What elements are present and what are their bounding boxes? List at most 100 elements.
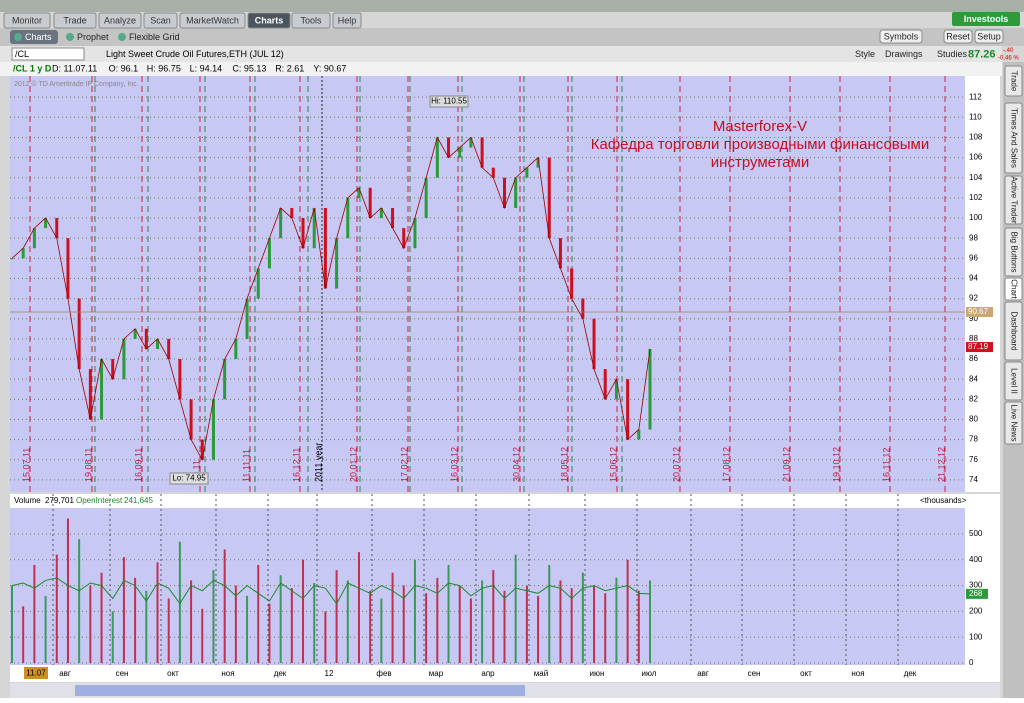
volume-bar [55,554,58,663]
toolbar-button[interactable] [974,29,1004,44]
subtab-icon [118,33,126,41]
date-label: 15.06.12 [608,447,618,482]
month-label: 12 [325,669,334,678]
side-tab[interactable] [1004,277,1023,301]
side-tab[interactable] [1004,175,1023,225]
volume-bar [559,580,562,663]
y-tick-label: 84 [969,374,978,383]
volume-bar [481,580,484,663]
brand-label: Investools [964,14,1009,24]
month-label: окт [800,669,812,678]
y-tick-label: 92 [969,294,978,303]
volume-bar [413,559,416,663]
volume-bar [380,598,383,663]
chart-button[interactable]: Drawings [885,49,923,59]
month-label: фев [376,669,391,678]
toolbar-label: Symbols [884,31,919,41]
y-tick-label: 76 [969,455,978,464]
candle [189,399,193,440]
subtab[interactable] [62,30,110,44]
candle [648,348,652,430]
tab[interactable] [143,12,178,29]
side-tab[interactable] [1004,401,1023,445]
candle [200,439,204,460]
price-tag [966,307,993,318]
toolbar-button[interactable] [879,29,923,44]
volume-bar [593,585,596,663]
volume-bar [178,541,181,663]
side-tab[interactable] [1004,227,1023,277]
volume-bar [458,585,461,663]
candle [368,187,372,219]
price-tag-label: 90.67 [968,307,989,316]
candle [111,359,115,380]
brand-button[interactable] [952,12,1020,26]
subtab[interactable] [114,30,194,44]
volume-bar [313,583,316,663]
candle [447,137,451,158]
tab[interactable] [3,12,51,29]
symbol-box[interactable] [11,47,85,61]
side-tab[interactable] [1004,65,1023,97]
month-label: апр [481,669,495,678]
side-tab[interactable] [1004,102,1023,174]
y-tick-label: 82 [969,394,978,403]
date-label: 30.04.12 [511,447,521,482]
subtab[interactable] [10,30,58,44]
tab-label: Monitor [12,15,42,25]
chart-button[interactable]: Style [855,49,875,59]
info-bar [0,62,1002,76]
side-tab[interactable] [1004,301,1023,361]
date-label: 16.09.11 [133,448,143,482]
candle [379,207,383,219]
y-tick-label: 100 [969,213,983,222]
toolbar-button[interactable] [943,29,973,44]
price-axis [965,76,1000,492]
tab[interactable] [53,12,97,29]
info-field: O: 96.1 [109,63,139,73]
month-label: дек [904,669,917,678]
volume-bar [66,518,69,663]
volume-bar [391,572,394,663]
y-tick-label: 102 [969,193,983,202]
description: Light Sweet Crude Oil Futures,ETH (JUL 1… [106,49,284,59]
side-tab[interactable] [1004,361,1023,401]
month-label: июл [642,669,657,678]
tab-label: Tools [300,15,322,25]
chart-button[interactable]: Studies [937,49,968,59]
volume-bar [100,572,103,663]
info-field: D: 11.07.11 [52,63,97,73]
date-label: 18.05.12 [559,447,569,482]
candle [256,268,260,299]
candle [32,228,36,249]
candle [592,318,596,370]
volume-bar [335,570,338,663]
date-label: 16.11.12 [881,448,891,482]
candle [178,359,182,400]
volume-bar [357,552,360,663]
candle [514,177,518,208]
candle [167,338,171,360]
subtab-label: Prophet [77,32,109,42]
price-plot [10,76,965,492]
candle [402,228,406,249]
tab[interactable] [247,12,291,29]
scroll-thumb[interactable] [75,685,525,696]
y-tick-label: 104 [969,173,983,182]
tab[interactable] [291,12,331,29]
candle [267,238,271,269]
subtab-icon [14,33,22,41]
volume-bar [649,580,651,663]
tab[interactable] [98,12,142,29]
tab[interactable] [332,12,362,29]
y-tick-label: 94 [969,274,978,283]
candle [469,137,473,148]
info-field: Y: 90.67 [313,63,346,73]
tab[interactable] [179,12,246,29]
date-label: 20.07.12 [671,447,681,482]
candle [290,207,294,219]
candle [122,338,126,380]
candle [581,298,585,319]
volume-bar [581,572,584,663]
side-tab-label: Live News [1009,405,1018,442]
